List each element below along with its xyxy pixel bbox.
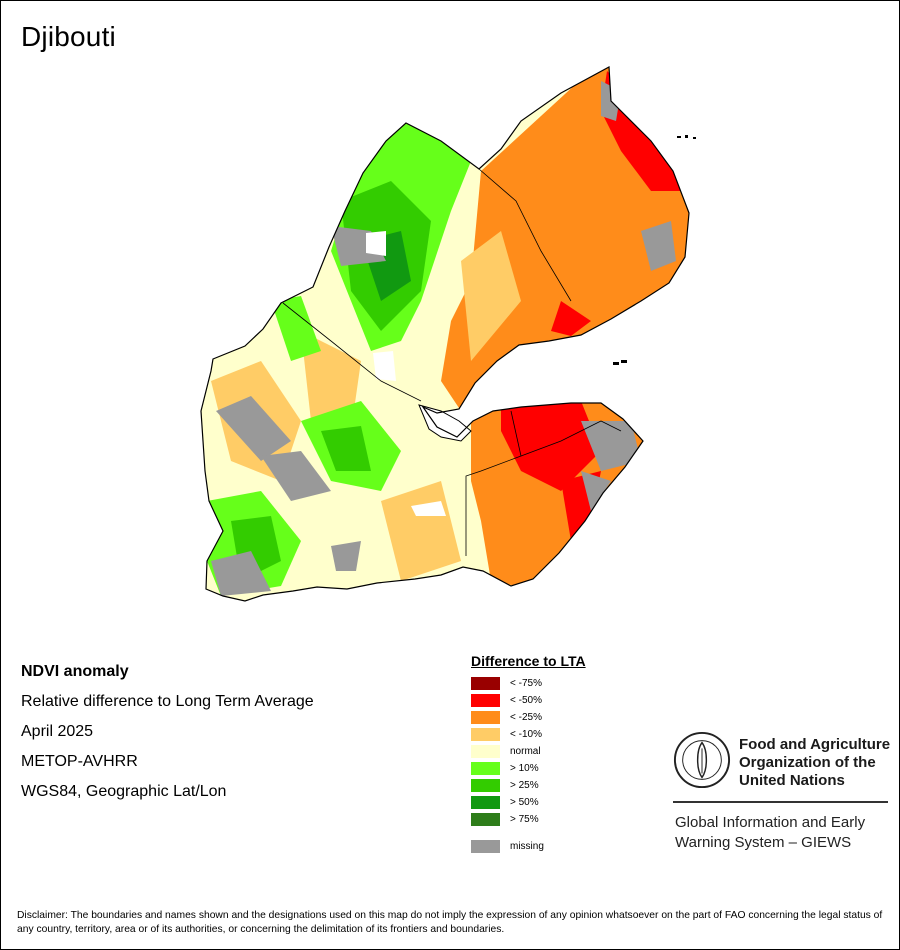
giews-line2: Warning System – GIEWS [675,834,852,851]
divider [673,801,888,803]
fao-organization-name: Food and Agriculture Organization of the… [739,736,890,790]
map-info: NDVI anomaly Relative difference to Long… [21,657,314,807]
disclaimer: Disclaimer: The boundaries and names sho… [17,910,883,935]
legend-swatch [471,779,500,792]
legend-swatch [471,796,500,809]
fao-name-line3: United Nations [739,772,845,789]
sensor: METOP-AVHRR [21,753,138,770]
giews-name: Global Information and Early Warning Sys… [675,813,865,853]
projection: WGS84, Geographic Lat/Lon [21,783,227,800]
legend-item: > 50% [471,794,651,811]
legend-item: < -75% [471,675,651,692]
product-description: Relative difference to Long Term Average [21,693,314,710]
legend-item: normal [471,743,651,760]
legend-item: > 25% [471,777,651,794]
islands [613,135,696,365]
legend-label: normal [510,746,541,757]
fao-name-line1: Food and Agriculture [739,736,891,753]
product-name: NDVI anomaly [21,663,129,680]
legend-swatch [471,711,500,724]
legend-swatch [471,762,500,775]
legend-label: < -50% [510,695,542,706]
anomaly-raster [201,67,689,601]
ndvi-anomaly-map [200,66,696,602]
period: April 2025 [21,723,94,740]
legend-swatch [471,694,500,707]
legend: Difference to LTA < -75% < -50% < -25% < -1… [471,653,651,855]
legend-item: < -10% [471,726,651,743]
legend-item: < -50% [471,692,651,709]
legend-swatch [471,745,500,758]
giews-line1: Global Information and Early [675,814,866,831]
legend-label: missing [510,841,544,852]
fao-logo-icon [673,731,731,789]
legend-swatch [471,677,500,690]
legend-items: < -75% < -50% < -25% < -10% normal > 10% > 25%… [471,675,651,828]
legend-label: < -75% [510,678,542,689]
legend-label: > 25% [510,780,539,791]
legend-swatch [471,840,500,853]
legend-label: > 50% [510,797,539,808]
legend-label: > 75% [510,814,539,825]
map-title: Djibouti [21,21,116,52]
legend-label: > 10% [510,763,539,774]
legend-item-missing: missing [471,838,651,855]
legend-swatch [471,728,500,741]
legend-item: > 75% [471,811,651,828]
legend-item: > 10% [471,760,651,777]
legend-swatch [471,813,500,826]
legend-label: < -25% [510,712,542,723]
legend-title: Difference to LTA [471,653,586,669]
legend-item: < -25% [471,709,651,726]
fao-name-line2: Organization of the [739,754,876,771]
legend-label: < -10% [510,729,542,740]
